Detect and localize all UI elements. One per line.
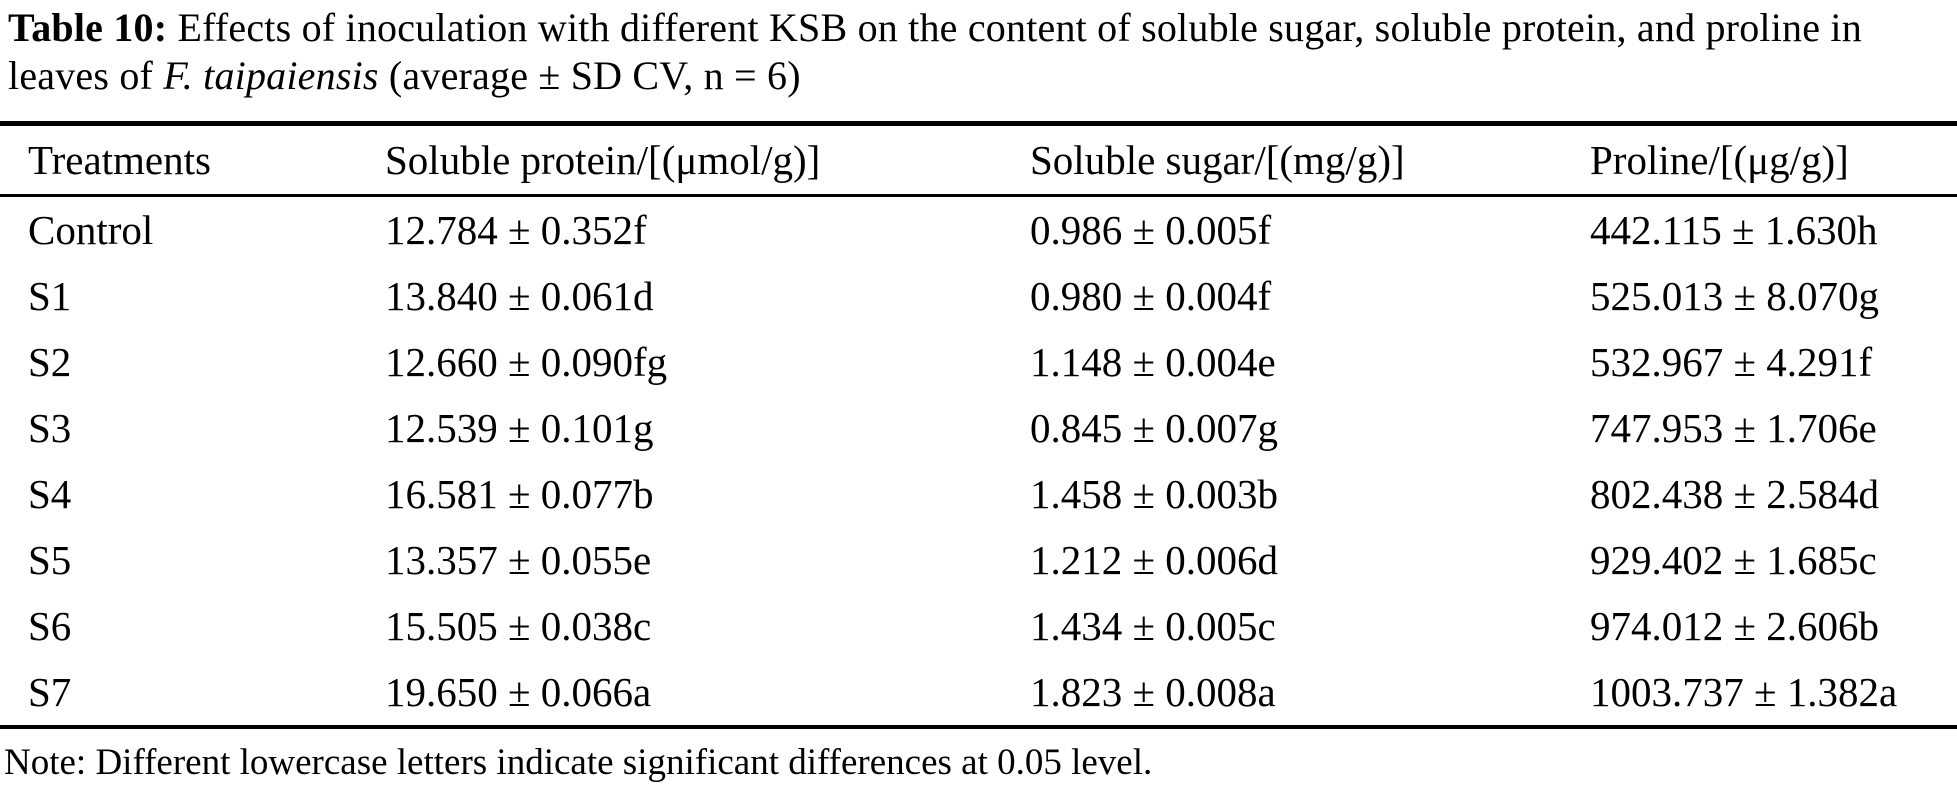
cell-treatment: S7 xyxy=(28,669,72,715)
table-caption: Table 10: Effects of inoculation with di… xyxy=(0,0,1957,100)
cell-soluble-protein: 15.505 ± 0.038c xyxy=(385,603,652,649)
cell-soluble-protein: 12.784 ± 0.352f xyxy=(385,207,647,253)
table-row: S5 13.357 ± 0.055e 1.212 ± 0.006d 929.40… xyxy=(0,527,1957,593)
col-header-soluble-sugar: Soluble sugar/[(mg/g)] xyxy=(1030,123,1590,197)
table-row: S3 12.539 ± 0.101g 0.845 ± 0.007g 747.95… xyxy=(0,395,1957,461)
header-row: Treatments Soluble protein/[(μmol/g)] So… xyxy=(0,123,1957,197)
cell-soluble-sugar: 1.212 ± 0.006d xyxy=(1030,537,1279,583)
table-caption-label: Table 10: xyxy=(8,5,168,50)
table-caption-text: Effects of inoculation with different KS… xyxy=(8,5,1862,98)
col-header-proline: Proline/[(μg/g)] xyxy=(1590,123,1957,197)
cell-treatment: S5 xyxy=(28,537,72,583)
cell-treatment: S1 xyxy=(28,273,72,319)
cell-proline: 802.438 ± 2.584d xyxy=(1590,471,1880,517)
cell-soluble-protein: 12.539 ± 0.101g xyxy=(385,405,654,451)
cell-treatment: Control xyxy=(28,207,154,253)
cell-proline: 929.402 ± 1.685c xyxy=(1590,537,1877,583)
cell-treatment: S2 xyxy=(28,339,72,385)
table-row: S1 13.840 ± 0.061d 0.980 ± 0.004f 525.01… xyxy=(0,263,1957,329)
cell-proline: 1003.737 ± 1.382a xyxy=(1590,669,1898,715)
cell-proline: 532.967 ± 4.291f xyxy=(1590,339,1873,385)
cell-treatment: S3 xyxy=(28,405,72,451)
cell-soluble-protein: 13.840 ± 0.061d xyxy=(385,273,654,319)
cell-proline: 747.953 ± 1.706e xyxy=(1590,405,1877,451)
cell-soluble-sugar: 0.845 ± 0.007g xyxy=(1030,405,1279,451)
table-row: S7 19.650 ± 0.066a 1.823 ± 0.008a 1003.7… xyxy=(0,659,1957,727)
cell-soluble-protein: 13.357 ± 0.055e xyxy=(385,537,652,583)
col-header-treatments: Treatments xyxy=(0,123,385,197)
cell-proline: 974.012 ± 2.606b xyxy=(1590,603,1880,649)
cell-soluble-protein: 12.660 ± 0.090fg xyxy=(385,339,668,385)
cell-soluble-sugar: 1.148 ± 0.004e xyxy=(1030,339,1276,385)
cell-soluble-sugar: 1.823 ± 0.008a xyxy=(1030,669,1276,715)
data-table: Treatments Soluble protein/[(μmol/g)] So… xyxy=(0,121,1957,729)
cell-proline: 525.013 ± 8.070g xyxy=(1590,273,1880,319)
table-row: Control 12.784 ± 0.352f 0.986 ± 0.005f 4… xyxy=(0,196,1957,264)
table-row: S2 12.660 ± 0.090fg 1.148 ± 0.004e 532.9… xyxy=(0,329,1957,395)
col-header-soluble-protein: Soluble protein/[(μmol/g)] xyxy=(385,123,1030,197)
table-caption-species-name: F. taipaiensis xyxy=(163,53,379,98)
table-row: S6 15.505 ± 0.038c 1.434 ± 0.005c 974.01… xyxy=(0,593,1957,659)
cell-treatment: S6 xyxy=(28,603,72,649)
cell-soluble-protein: 16.581 ± 0.077b xyxy=(385,471,654,517)
cell-soluble-sugar: 1.458 ± 0.003b xyxy=(1030,471,1279,517)
cell-proline: 442.115 ± 1.630h xyxy=(1590,207,1878,253)
cell-soluble-sugar: 0.986 ± 0.005f xyxy=(1030,207,1272,253)
table-note: Note: Different lowercase letters indica… xyxy=(4,742,1153,783)
cell-soluble-protein: 19.650 ± 0.066a xyxy=(385,669,652,715)
table-caption-stats: (average ± SD CV, n = 6) xyxy=(388,53,801,98)
cell-soluble-sugar: 0.980 ± 0.004f xyxy=(1030,273,1272,319)
cell-treatment: S4 xyxy=(28,471,72,517)
table-row: S4 16.581 ± 0.077b 1.458 ± 0.003b 802.43… xyxy=(0,461,1957,527)
cell-soluble-sugar: 1.434 ± 0.005c xyxy=(1030,603,1276,649)
